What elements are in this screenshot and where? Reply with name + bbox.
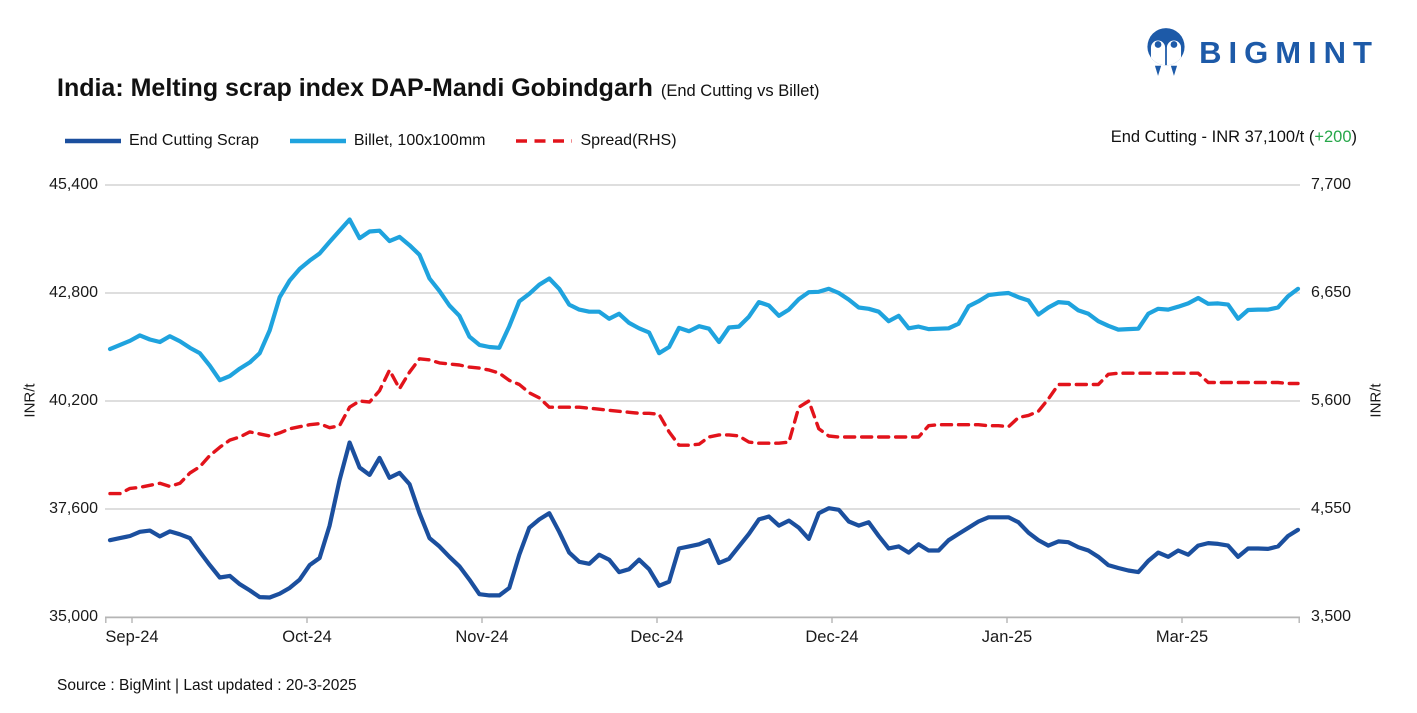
y-axis-title-right: INR/t xyxy=(1367,383,1385,418)
series-line-1 xyxy=(107,217,1301,383)
series-line-0 xyxy=(107,440,1301,600)
bigmint-logo: BIGMINT xyxy=(1143,24,1379,80)
latest-price-close-paren: ) xyxy=(1351,128,1358,146)
y-axis-title-left: INR/t xyxy=(21,383,39,418)
page-title: India: Melting scrap index DAP-Mandi Gob… xyxy=(57,74,653,102)
y-right-tick-label: 4,550 xyxy=(1311,500,1352,517)
y-left-tick-label: 42,800 xyxy=(49,284,98,301)
y-left-tick-label: 40,200 xyxy=(49,392,98,409)
legend-label: End Cutting Scrap xyxy=(129,132,259,149)
y-right-tick-label: 7,700 xyxy=(1311,176,1352,193)
y-right-tick-label: 5,600 xyxy=(1311,392,1352,409)
y-right-tick-label: 6,650 xyxy=(1311,284,1352,301)
y-right-tick-label: 3,500 xyxy=(1311,608,1352,625)
legend-item-1: Billet, 100x100mm xyxy=(289,132,486,150)
latest-price-annotation: End Cutting - INR 37,100/t (+200) xyxy=(1111,128,1357,147)
legend-item-0: End Cutting Scrap xyxy=(64,132,259,150)
legend-label: Spread(RHS) xyxy=(580,132,677,149)
title-row: India: Melting scrap index DAP-Mandi Gob… xyxy=(57,74,820,103)
x-tick-label: Sep-24 xyxy=(105,628,159,646)
legend-swatch-line xyxy=(65,138,121,144)
x-tick-label: Dec-24 xyxy=(805,628,859,646)
bigmint-logo-icon xyxy=(1147,28,1185,76)
x-tick-label: Mar-25 xyxy=(1155,628,1209,646)
legend-swatch-line xyxy=(289,138,346,144)
legend-swatch-dashed-line xyxy=(516,139,573,143)
legend: End Cutting Scrap Billet, 100x100mm Spread… xyxy=(64,132,677,150)
x-tick-label: Dec-24 xyxy=(630,628,684,646)
x-tick-label: Nov-24 xyxy=(455,628,509,646)
latest-price-text: End Cutting - INR 37,100/t ( xyxy=(1110,128,1315,146)
x-tick-label: Jan-25 xyxy=(981,628,1033,646)
latest-price-change: +200 xyxy=(1314,128,1352,146)
legend-item-2: Spread(RHS) xyxy=(515,132,677,150)
y-left-tick-label: 35,000 xyxy=(49,608,98,625)
bigmint-logo-text: BIGMINT xyxy=(1199,34,1379,70)
legend-label: Billet, 100x100mm xyxy=(353,132,486,149)
series-line-2 xyxy=(108,357,1300,496)
source-note: Source : BigMint | Last updated : 20-3-2… xyxy=(57,677,357,694)
x-tick-label: Oct-24 xyxy=(282,628,332,646)
page-subtitle: (End Cutting vs Billet) xyxy=(660,82,820,100)
y-left-tick-label: 45,400 xyxy=(49,176,98,193)
y-left-tick-label: 37,600 xyxy=(49,500,98,517)
